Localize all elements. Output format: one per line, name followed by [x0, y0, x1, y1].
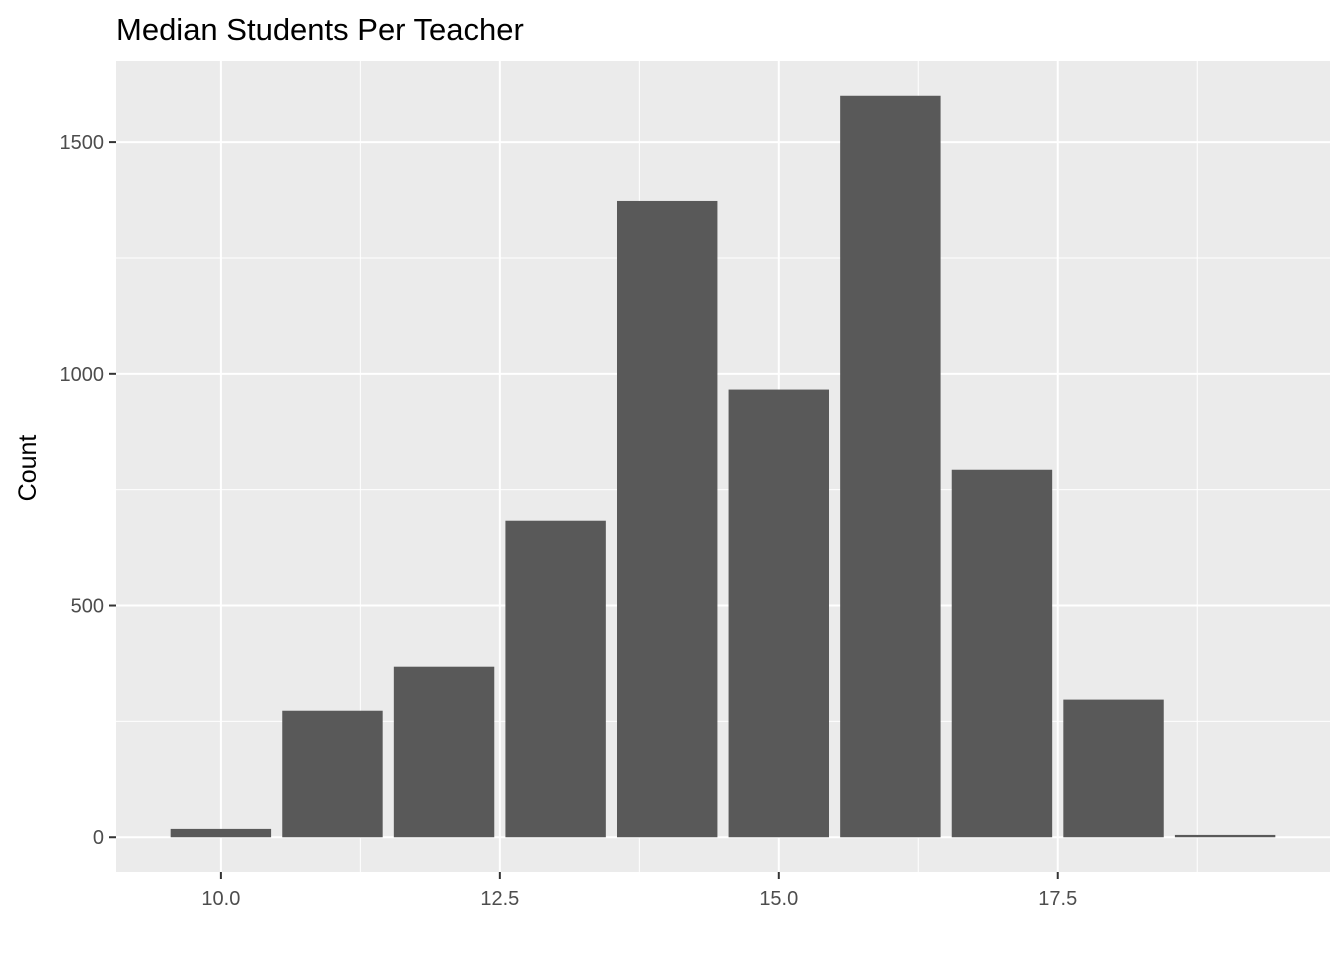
histogram-bar: [951, 469, 1053, 838]
x-tick-label: 17.5: [1038, 888, 1077, 910]
histogram-bar: [505, 520, 606, 838]
y-tick-label: 500: [71, 596, 104, 618]
chart-title: Median Students Per Teacher: [116, 12, 524, 47]
x-tick-label: 10.0: [201, 888, 240, 910]
histogram-bar: [1174, 834, 1276, 838]
y-tick-label: 1000: [60, 364, 105, 386]
x-tick-labels: 10.0 12.5 15.0 17.5: [201, 888, 1077, 910]
axis-ticks: [109, 141, 1059, 879]
histogram-bar: [170, 828, 272, 838]
histogram-bar: [840, 95, 941, 838]
histogram-bar: [393, 666, 495, 838]
y-tick-label: 0: [93, 827, 104, 849]
x-tick-label: 15.0: [759, 888, 798, 910]
bars: [170, 95, 1276, 838]
y-tick-labels: 0 500 1000 1500: [60, 132, 105, 849]
y-axis-title: Count: [14, 435, 42, 502]
histogram-bar: [728, 389, 830, 838]
y-tick-label: 1500: [60, 132, 105, 154]
histogram-bar: [616, 200, 718, 838]
histogram-bar: [1063, 699, 1164, 838]
histogram-bar: [282, 710, 383, 838]
x-tick-label: 12.5: [480, 888, 519, 910]
